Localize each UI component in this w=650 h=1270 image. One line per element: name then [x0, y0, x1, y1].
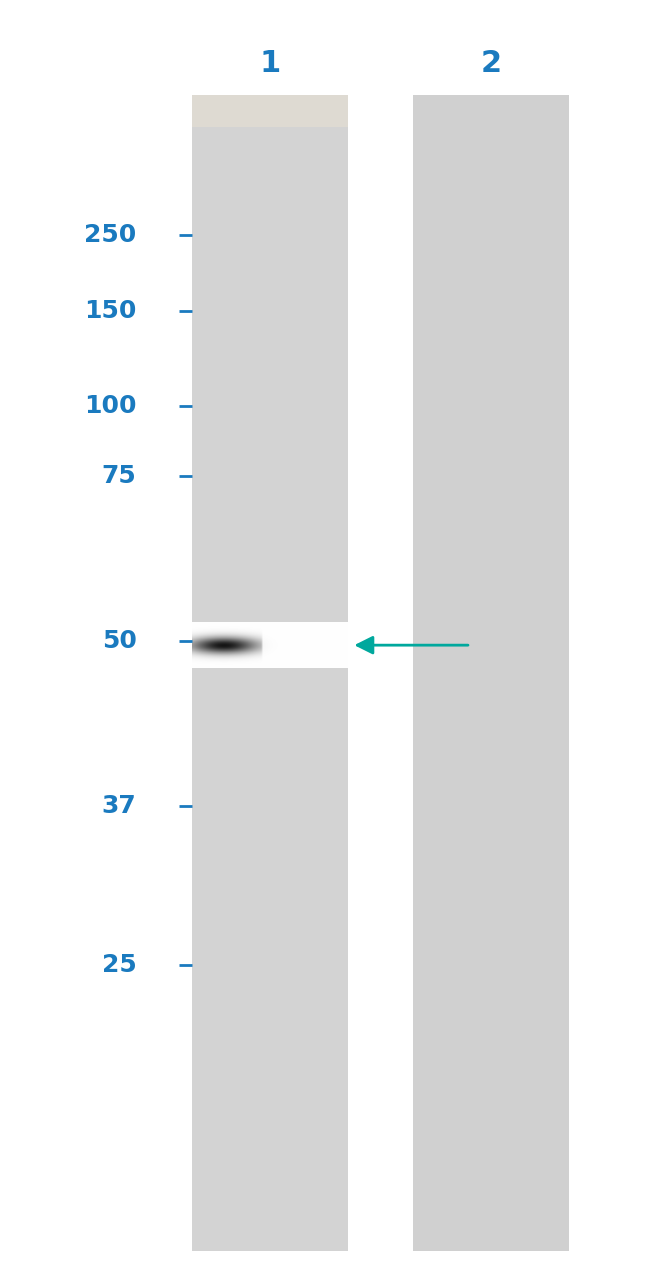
Text: 2: 2 — [480, 50, 501, 77]
Text: 50: 50 — [101, 630, 136, 653]
Text: 25: 25 — [102, 954, 136, 977]
Bar — [192, 95, 348, 127]
Text: 100: 100 — [84, 395, 136, 418]
Text: 1: 1 — [259, 50, 280, 77]
Text: 150: 150 — [84, 300, 136, 323]
Bar — [192, 95, 348, 1251]
Text: 75: 75 — [102, 465, 136, 488]
Text: 250: 250 — [84, 224, 136, 246]
Text: 37: 37 — [102, 795, 136, 818]
Bar — [413, 95, 569, 1251]
